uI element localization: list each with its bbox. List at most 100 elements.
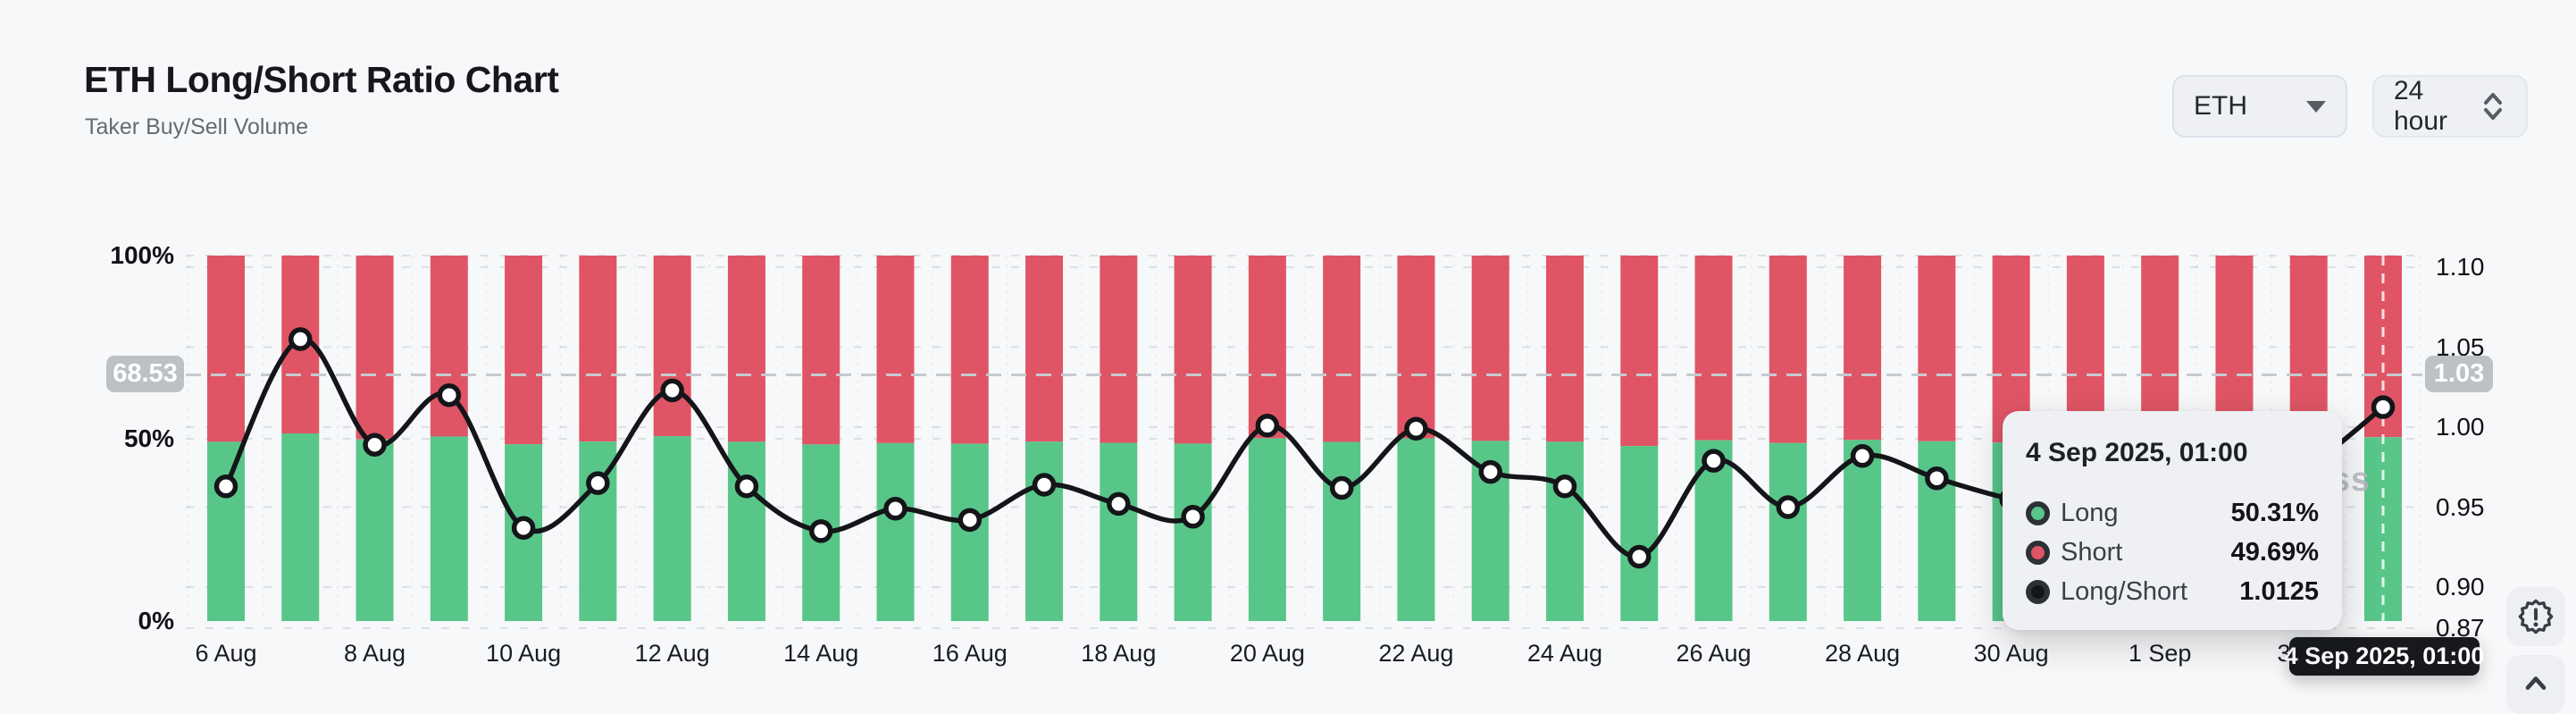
ratio-point[interactable] <box>734 474 759 499</box>
ratio-point[interactable] <box>1850 443 1875 468</box>
tooltip-row-label: Long/Short <box>2061 576 2187 606</box>
bar-long[interactable] <box>1174 443 1212 621</box>
x-axis-label: 18 Aug <box>1081 640 1157 667</box>
interval-dropdown[interactable]: 24 hour <box>2372 75 2528 138</box>
ratio-point[interactable] <box>1702 449 1726 473</box>
long-short-ratio-page: coinglass ETH Long/Short Ratio Chart Tak… <box>84 59 2565 690</box>
bar-short[interactable] <box>1323 256 1361 442</box>
ratio-point[interactable] <box>883 497 907 521</box>
y-axis-right-label: 1.00 <box>2436 413 2485 441</box>
bar-long[interactable] <box>653 436 691 621</box>
chevron-down-icon <box>2306 100 2326 113</box>
crosshair-date-badge: 4 Sep 2025, 01:00 <box>2285 637 2484 676</box>
crosshair-right-value-badge: 1.03 <box>2425 356 2493 392</box>
bar-short[interactable] <box>505 256 543 445</box>
ratio-point[interactable] <box>1255 413 1280 438</box>
bar-short[interactable] <box>1248 256 1286 439</box>
bar-long[interactable] <box>1100 442 1138 621</box>
ratio-point[interactable] <box>1627 544 1652 569</box>
ratio-point[interactable] <box>289 327 313 351</box>
ratio-point[interactable] <box>363 433 387 457</box>
x-axis-label: 26 Aug <box>1676 640 1752 667</box>
bar-short[interactable] <box>2289 256 2328 441</box>
x-axis-label: 1 Sep <box>2128 640 2192 667</box>
ratio-point[interactable] <box>1329 475 1354 500</box>
short-marker-icon <box>2026 540 2050 565</box>
ratio-point[interactable] <box>586 471 610 495</box>
bar-long[interactable] <box>1248 438 1286 621</box>
tooltip-row-label: Long <box>2061 498 2119 527</box>
ratio-point[interactable] <box>1478 459 1502 484</box>
x-axis-label: 30 Aug <box>1973 640 2049 667</box>
symbol-dropdown[interactable]: ETH <box>2172 75 2347 138</box>
ratio-point[interactable] <box>1032 473 1057 497</box>
bar-long[interactable] <box>430 436 468 621</box>
interval-dropdown-value: 24 hour <box>2394 76 2448 136</box>
tooltip-title: 4 Sep 2025, 01:00 <box>2026 438 2248 467</box>
ratio-point[interactable] <box>437 382 462 407</box>
ratio-point[interactable] <box>1776 495 1801 519</box>
report-issue-button[interactable] <box>2506 587 2565 646</box>
ratio-point[interactable] <box>1925 466 1949 491</box>
ratio-point[interactable] <box>2371 395 2396 419</box>
ratio-point[interactable] <box>511 516 536 541</box>
bar-short[interactable] <box>207 256 245 442</box>
bar-short[interactable] <box>1100 256 1138 443</box>
bar-short[interactable] <box>876 256 915 443</box>
bar-long[interactable] <box>355 439 394 621</box>
bar-short[interactable] <box>950 256 989 444</box>
bar-long[interactable] <box>207 441 245 621</box>
ratio-point[interactable] <box>660 378 684 403</box>
long-marker-icon <box>2026 500 2050 525</box>
bar-short[interactable] <box>1025 256 1064 442</box>
tooltip-row-label: Short <box>2061 537 2123 567</box>
tooltip-row-value: 50.31% <box>2230 498 2319 527</box>
x-axis-label: 24 Aug <box>1526 640 1602 667</box>
x-axis-label: 28 Aug <box>1825 640 1901 667</box>
bar-short[interactable] <box>727 256 765 442</box>
collapse-chart-button[interactable] <box>2506 655 2565 714</box>
page-subtitle: Taker Buy/Sell Volume <box>85 114 309 139</box>
bar-long[interactable] <box>1025 441 1064 621</box>
bar-short[interactable] <box>1918 256 1956 441</box>
x-axis-label: 6 Aug <box>195 640 257 667</box>
x-axis-label: 20 Aug <box>1229 640 1305 667</box>
bar-short[interactable] <box>1174 256 1212 444</box>
x-axis-label: 12 Aug <box>634 640 710 667</box>
bar-short[interactable] <box>1471 256 1510 441</box>
bar-short[interactable] <box>1620 256 1659 447</box>
x-axis-label: 10 Aug <box>486 640 562 667</box>
bar-long[interactable] <box>1844 440 1882 621</box>
bar-short[interactable] <box>802 256 841 445</box>
bar-short[interactable] <box>579 256 617 442</box>
ratio-marker-icon <box>2026 579 2050 604</box>
bar-long[interactable] <box>1545 441 1584 621</box>
bar-short[interactable] <box>1769 256 1807 443</box>
bar-short[interactable] <box>653 256 691 437</box>
ratio-point[interactable] <box>808 519 833 543</box>
x-axis-label: 22 Aug <box>1378 640 1454 667</box>
ratio-point[interactable] <box>213 474 238 499</box>
bar-long[interactable] <box>876 442 915 621</box>
bar-long[interactable] <box>1397 438 1435 621</box>
bar-short[interactable] <box>355 256 394 440</box>
ratio-point[interactable] <box>1552 474 1577 499</box>
badge-exclamation-icon <box>2518 599 2554 634</box>
ratio-point[interactable] <box>1181 504 1205 529</box>
bar-short[interactable] <box>1694 256 1733 441</box>
bar-long[interactable] <box>1620 446 1659 621</box>
bar-short[interactable] <box>1545 256 1584 442</box>
bar-short[interactable] <box>1397 256 1435 439</box>
tooltip-row-short: Short 49.69% <box>2026 533 2319 572</box>
bar-long[interactable] <box>281 433 320 621</box>
ratio-point[interactable] <box>1107 491 1131 517</box>
symbol-dropdown-value: ETH <box>2194 91 2247 121</box>
bar-long[interactable] <box>1323 441 1361 621</box>
bar-short[interactable] <box>1844 256 1882 441</box>
ratio-point[interactable] <box>1404 416 1428 441</box>
bar-long[interactable] <box>950 443 989 621</box>
bar-long[interactable] <box>1769 442 1807 621</box>
chart-tooltip: 4 Sep 2025, 01:00 Long 50.31% Short 49.6… <box>2003 411 2342 630</box>
ratio-point[interactable] <box>958 508 983 533</box>
y-axis-left-label: 0% <box>138 607 174 634</box>
